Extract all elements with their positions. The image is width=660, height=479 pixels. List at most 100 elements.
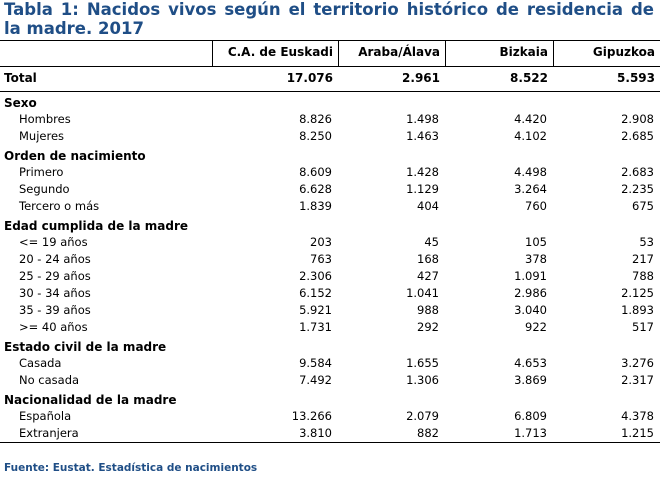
table-row: Segundo 6.628 1.129 3.264 2.235: [0, 181, 660, 198]
row-label: Hombres: [19, 112, 71, 126]
section-header: Edad cumplida de la madre: [0, 215, 660, 234]
row-label: Mujeres: [19, 129, 65, 143]
cell-value: 1.713: [514, 426, 547, 440]
table-row: Tercero o más 1.839 404 760 675: [0, 198, 660, 215]
table-row: Hombres 8.826 1.498 4.420 2.908: [0, 111, 660, 128]
cell-value: 6.628: [299, 182, 332, 196]
cell-value: 988: [417, 303, 439, 317]
cell-value: 2.306: [299, 269, 332, 283]
table-row: 35 - 39 años 5.921 988 3.040 1.893: [0, 302, 660, 319]
cell-value: 760: [525, 199, 547, 213]
cell-value: 788: [632, 269, 654, 283]
column-header: Araba/Álava: [338, 41, 445, 66]
total-row: Total 17.076 2.961 8.522 5.593: [0, 67, 660, 92]
cell-value: 2.908: [621, 112, 654, 126]
cell-value: 2.317: [621, 373, 654, 387]
table-title: Tabla 1: Nacidos vivos según el territor…: [4, 0, 654, 38]
row-label: Segundo: [19, 182, 70, 196]
cell-value: 2.961: [402, 71, 440, 85]
cell-value: 1.091: [514, 269, 547, 283]
table-row: <= 19 años 203 45 105 53: [0, 234, 660, 251]
cell-value: 427: [417, 269, 439, 283]
cell-value: 4.102: [514, 129, 547, 143]
cell-value: 5.593: [617, 71, 655, 85]
source-note: Fuente: Eustat. Estadística de nacimient…: [4, 462, 258, 474]
row-label: >= 40 años: [19, 320, 88, 334]
column-header: C.A. de Euskadi: [212, 41, 338, 66]
table-row: Española 13.266 2.079 6.809 4.378: [0, 408, 660, 425]
cell-value: 3.264: [514, 182, 547, 196]
cell-value: 6.152: [299, 286, 332, 300]
cell-value: 1.731: [299, 320, 332, 334]
cell-value: 1.893: [621, 303, 654, 317]
row-label: Total: [4, 71, 37, 85]
cell-value: 1.215: [621, 426, 654, 440]
cell-value: 2.986: [514, 286, 547, 300]
cell-value: 217: [632, 252, 654, 266]
row-label: Casada: [19, 356, 62, 370]
cell-value: 292: [417, 320, 439, 334]
table-row: 20 - 24 años 763 168 378 217: [0, 251, 660, 268]
table-row: Mujeres 8.250 1.463 4.102 2.685: [0, 128, 660, 145]
cell-value: 1.463: [406, 129, 439, 143]
cell-value: 6.809: [514, 409, 547, 423]
column-header: Bizkaia: [445, 41, 553, 66]
section-title: Edad cumplida de la madre: [4, 219, 189, 233]
cell-value: 105: [525, 235, 547, 249]
cell-value: 1.129: [406, 182, 439, 196]
section-title: Orden de nacimiento: [4, 149, 146, 163]
row-label: Tercero o más: [19, 199, 100, 213]
row-label: 35 - 39 años: [19, 303, 91, 317]
row-label: 25 - 29 años: [19, 269, 91, 283]
cell-value: 675: [632, 199, 654, 213]
cell-value: 4.653: [514, 356, 547, 370]
section-header: Orden de nacimiento: [0, 145, 660, 164]
table-row: Casada 9.584 1.655 4.653 3.276: [0, 355, 660, 372]
cell-value: 882: [417, 426, 439, 440]
table-row: No casada 7.492 1.306 3.869 2.317: [0, 372, 660, 389]
cell-value: 17.076: [286, 71, 333, 85]
row-label: <= 19 años: [19, 235, 88, 249]
cell-value: 9.584: [299, 356, 332, 370]
cell-value: 3.276: [621, 356, 654, 370]
cell-value: 3.869: [514, 373, 547, 387]
cell-value: 168: [417, 252, 439, 266]
table-row: 25 - 29 años 2.306 427 1.091 788: [0, 268, 660, 285]
table-row: Primero 8.609 1.428 4.498 2.683: [0, 164, 660, 181]
cell-value: 404: [417, 199, 439, 213]
row-label: Española: [19, 409, 72, 423]
cell-value: 8.250: [299, 129, 332, 143]
cell-value: 1.839: [299, 199, 332, 213]
data-table: C.A. de Euskadi Araba/Álava Bizkaia Gipu…: [0, 40, 660, 443]
section-title: Estado civil de la madre: [4, 340, 167, 354]
section-title: Sexo: [4, 96, 37, 110]
cell-value: 3.810: [299, 426, 332, 440]
cell-value: 203: [310, 235, 332, 249]
cell-value: 2.079: [406, 409, 439, 423]
row-label: Primero: [19, 165, 64, 179]
cell-value: 8.826: [299, 112, 332, 126]
cell-value: 45: [424, 235, 439, 249]
cell-value: 1.498: [406, 112, 439, 126]
cell-value: 1.306: [406, 373, 439, 387]
cell-value: 1.428: [406, 165, 439, 179]
row-label: 20 - 24 años: [19, 252, 91, 266]
row-label: No casada: [19, 373, 80, 387]
cell-value: 1.041: [406, 286, 439, 300]
cell-value: 922: [525, 320, 547, 334]
table-row: 30 - 34 años 6.152 1.041 2.986 2.125: [0, 285, 660, 302]
cell-value: 4.498: [514, 165, 547, 179]
cell-value: 378: [525, 252, 547, 266]
cell-value: 763: [310, 252, 332, 266]
section-header: Estado civil de la madre: [0, 336, 660, 355]
cell-value: 13.266: [291, 409, 332, 423]
cell-value: 517: [632, 320, 654, 334]
cell-value: 2.685: [621, 129, 654, 143]
cell-value: 2.235: [621, 182, 654, 196]
section-title: Nacionalidad de la madre: [4, 393, 177, 407]
cell-value: 4.420: [514, 112, 547, 126]
row-label: Extranjera: [19, 426, 79, 440]
cell-value: 7.492: [299, 373, 332, 387]
cell-value: 2.683: [621, 165, 654, 179]
cell-value: 2.125: [621, 286, 654, 300]
